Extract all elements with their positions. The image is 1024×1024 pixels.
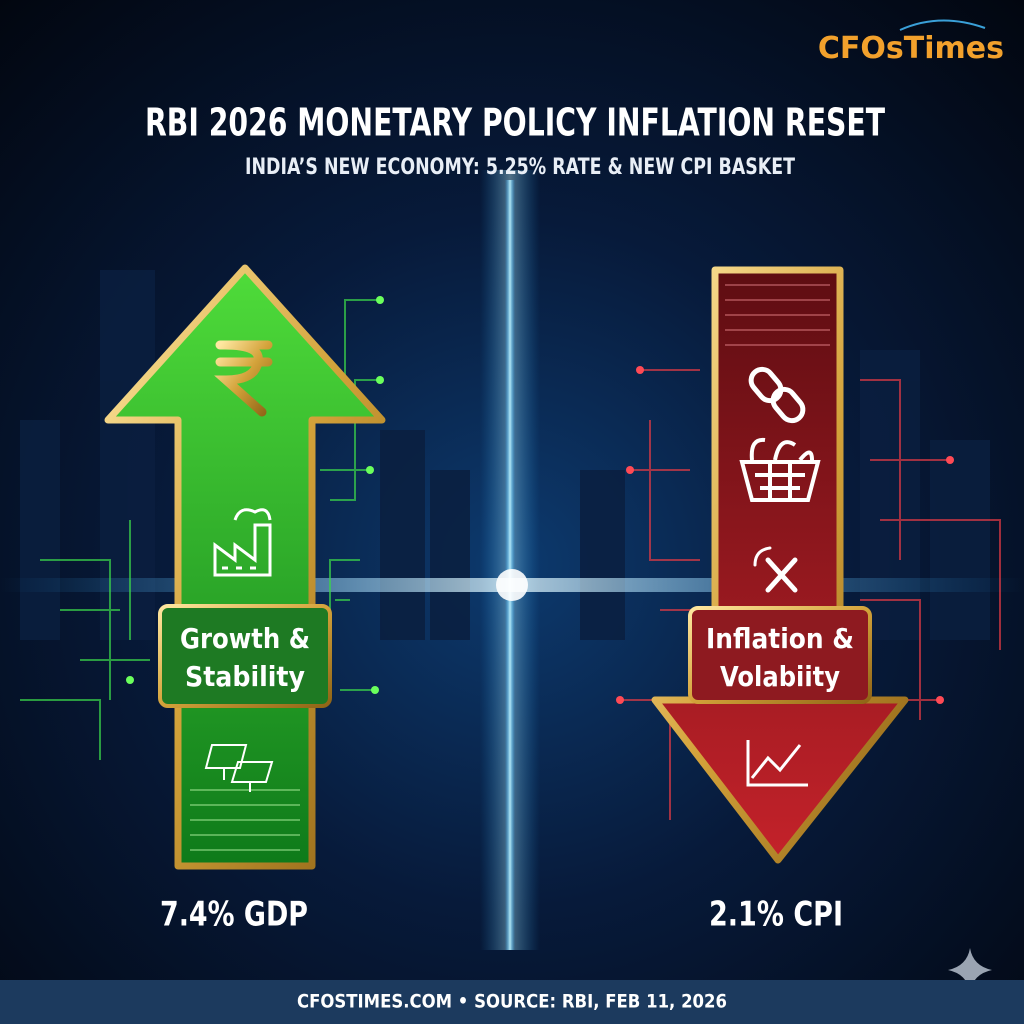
- sparkle: [948, 948, 992, 992]
- label-line: Inflation &: [706, 622, 854, 655]
- building: [380, 430, 425, 640]
- node: [946, 456, 954, 464]
- chart-icon: [746, 740, 808, 787]
- light-core: [505, 180, 515, 950]
- building: [930, 440, 990, 640]
- label-line: Growth &: [180, 622, 310, 655]
- panels: [204, 744, 274, 792]
- arrow-lines: [190, 789, 300, 851]
- cross: [765, 557, 798, 593]
- rupee-icon: [214, 340, 273, 417]
- node: [616, 696, 624, 704]
- solar-icon: [204, 744, 274, 792]
- building: [860, 350, 920, 640]
- building: [580, 470, 625, 640]
- node: [936, 696, 944, 704]
- light-flare: [496, 569, 528, 601]
- circuit: [320, 299, 380, 691]
- label-line: Stability: [185, 660, 305, 693]
- factory: [213, 523, 272, 577]
- node: [126, 676, 134, 684]
- red-circuits: [620, 369, 1001, 820]
- label-box: [688, 606, 872, 704]
- subtitle: INDIA’S NEW ECONOMY: 5.25% RATE & NEW CP…: [245, 155, 795, 180]
- building: [430, 470, 470, 640]
- arrow-lines: [725, 284, 830, 346]
- node: [636, 366, 644, 374]
- rupee-glyph: [214, 340, 273, 417]
- label-box: [158, 604, 332, 708]
- node: [366, 466, 374, 474]
- factory-icon: [213, 508, 272, 577]
- footer-text: CFOSTIMES.COM • SOURCE: RBI, FEB 11, 202…: [297, 991, 727, 1013]
- node: [371, 686, 379, 694]
- gdp-stat: 7.4% GDP: [160, 895, 308, 935]
- smoke: [233, 508, 272, 521]
- red-nodes: [616, 366, 954, 704]
- skyline: [20, 270, 990, 640]
- circuit: [20, 520, 150, 760]
- goods: [749, 437, 814, 462]
- node: [376, 376, 384, 384]
- logo: CFOsTimes: [818, 31, 1004, 66]
- footer-band: [0, 980, 1024, 1024]
- label-line: Volabiity: [720, 660, 840, 693]
- arc: [753, 546, 772, 567]
- link: [748, 366, 784, 404]
- node: [376, 296, 384, 304]
- chain-icon: [748, 366, 806, 424]
- green-nodes: [126, 296, 384, 694]
- circuit: [860, 379, 1001, 720]
- circuit: [620, 369, 700, 820]
- cpi-stat: 2.1% CPI: [709, 895, 843, 935]
- growth-arrow: Growth & Stability: [104, 264, 386, 870]
- basket-icon: [739, 437, 821, 502]
- building: [20, 420, 60, 640]
- title: RBI 2026 MONETARY POLICY INFLATION RESET: [145, 101, 885, 145]
- arrow-shape: [104, 264, 386, 870]
- link: [770, 386, 806, 424]
- trend: [746, 740, 808, 787]
- basket: [739, 460, 821, 502]
- inflation-arrow: Inflation & Volabiity: [651, 266, 909, 864]
- cross-icon: [753, 546, 798, 593]
- logo-swoosh: [899, 19, 986, 31]
- node: [626, 466, 634, 474]
- green-circuits: [20, 299, 380, 760]
